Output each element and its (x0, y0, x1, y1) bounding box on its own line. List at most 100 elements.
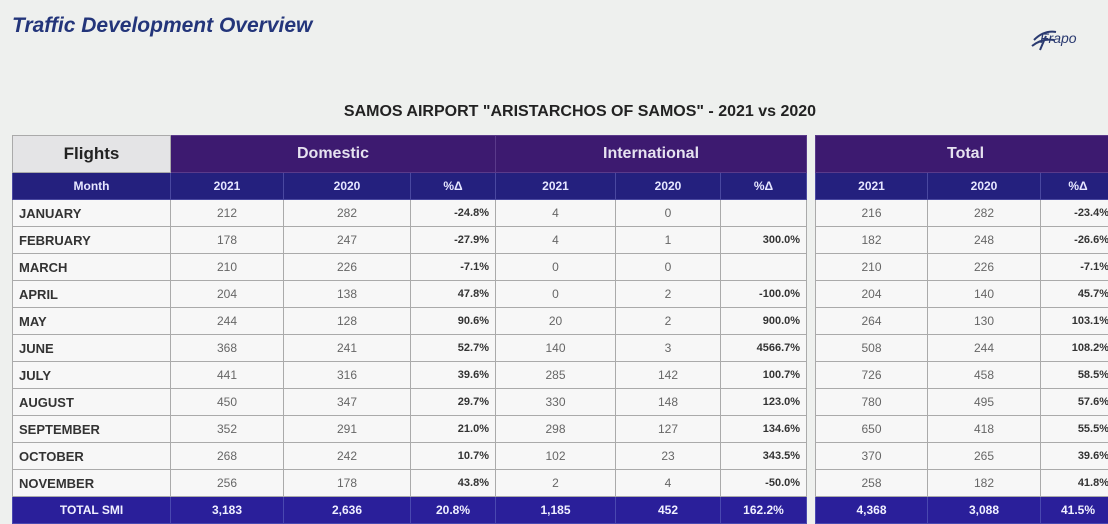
value-cell: 134.6% (721, 416, 807, 443)
value-cell: -7.1% (1041, 254, 1108, 281)
value-cell: 370 (816, 443, 928, 470)
value-cell: 2 (616, 281, 721, 308)
value-cell: 45.7% (1041, 281, 1108, 308)
value-cell: 3,088 (928, 497, 1041, 524)
value-cell: 43.8% (411, 470, 496, 497)
value-cell: 900.0% (721, 308, 807, 335)
value-cell: 10.7% (411, 443, 496, 470)
value-cell: 103.1% (1041, 308, 1108, 335)
value-cell: 55.5% (1041, 416, 1108, 443)
column-header: %Δ (721, 173, 807, 200)
value-cell: 140 (928, 281, 1041, 308)
value-cell: 140 (496, 335, 616, 362)
value-cell: 343.5% (721, 443, 807, 470)
column-header: Month (13, 173, 171, 200)
value-cell: -7.1% (411, 254, 496, 281)
value-cell: 780 (816, 389, 928, 416)
month-cell: APRIL (13, 281, 171, 308)
value-cell: 291 (284, 416, 411, 443)
value-cell: 130 (928, 308, 1041, 335)
column-header: %Δ (1041, 173, 1108, 200)
value-cell: 4,368 (816, 497, 928, 524)
value-cell: -100.0% (721, 281, 807, 308)
month-cell: MARCH (13, 254, 171, 281)
value-cell: 298 (496, 416, 616, 443)
value-cell: 204 (816, 281, 928, 308)
column-header: %Δ (411, 173, 496, 200)
value-cell: 241 (284, 335, 411, 362)
value-cell: 47.8% (411, 281, 496, 308)
value-cell: -23.4% (1041, 200, 1108, 227)
value-cell: 216 (816, 200, 928, 227)
month-cell: FEBRUARY (13, 227, 171, 254)
month-cell: JANUARY (13, 200, 171, 227)
value-cell: 2 (496, 470, 616, 497)
value-cell: 52.7% (411, 335, 496, 362)
value-cell: 4 (616, 470, 721, 497)
value-cell: 282 (284, 200, 411, 227)
value-cell: 21.0% (411, 416, 496, 443)
value-cell: 123.0% (721, 389, 807, 416)
value-cell: -27.9% (411, 227, 496, 254)
value-cell: 248 (928, 227, 1041, 254)
value-cell: 265 (928, 443, 1041, 470)
value-cell: 368 (171, 335, 284, 362)
value-cell: 0 (496, 254, 616, 281)
group-header-row: Total (816, 136, 1108, 173)
value-cell: 4 (496, 200, 616, 227)
month-cell: JULY (13, 362, 171, 389)
value-cell (721, 200, 807, 227)
value-cell: 178 (171, 227, 284, 254)
value-cell: 352 (171, 416, 284, 443)
value-cell: 178 (284, 470, 411, 497)
month-cell: TOTAL SMI (13, 497, 171, 524)
value-cell: 247 (284, 227, 411, 254)
value-cell: 268 (171, 443, 284, 470)
title: Traffic Development Overview (12, 14, 312, 38)
value-cell: 212 (171, 200, 284, 227)
column-header: 2020 (616, 173, 721, 200)
value-cell: 418 (928, 416, 1041, 443)
column-header: 2021 (816, 173, 928, 200)
value-cell: 90.6% (411, 308, 496, 335)
value-cell: 100.7% (721, 362, 807, 389)
value-cell: 102 (496, 443, 616, 470)
value-cell: 258 (816, 470, 928, 497)
value-cell: 4566.7% (721, 335, 807, 362)
value-cell: 1,185 (496, 497, 616, 524)
value-cell: 20.8% (411, 497, 496, 524)
column-header: 2020 (284, 173, 411, 200)
value-cell: 41.8% (1041, 470, 1108, 497)
month-cell: AUGUST (13, 389, 171, 416)
value-cell: 128 (284, 308, 411, 335)
value-cell: 226 (928, 254, 1041, 281)
value-cell: 316 (284, 362, 411, 389)
value-cell: 29.7% (411, 389, 496, 416)
group-header: Domestic (171, 136, 496, 173)
month-cell: NOVEMBER (13, 470, 171, 497)
value-cell: 0 (496, 281, 616, 308)
value-cell: 39.6% (411, 362, 496, 389)
value-cell: 127 (616, 416, 721, 443)
value-cell: 58.5% (1041, 362, 1108, 389)
month-cell: OCTOBER (13, 443, 171, 470)
value-cell: 142 (616, 362, 721, 389)
group-header: Total (816, 136, 1108, 173)
column-header: 2021 (496, 173, 616, 200)
value-cell: 204 (171, 281, 284, 308)
value-cell: 39.6% (1041, 443, 1108, 470)
